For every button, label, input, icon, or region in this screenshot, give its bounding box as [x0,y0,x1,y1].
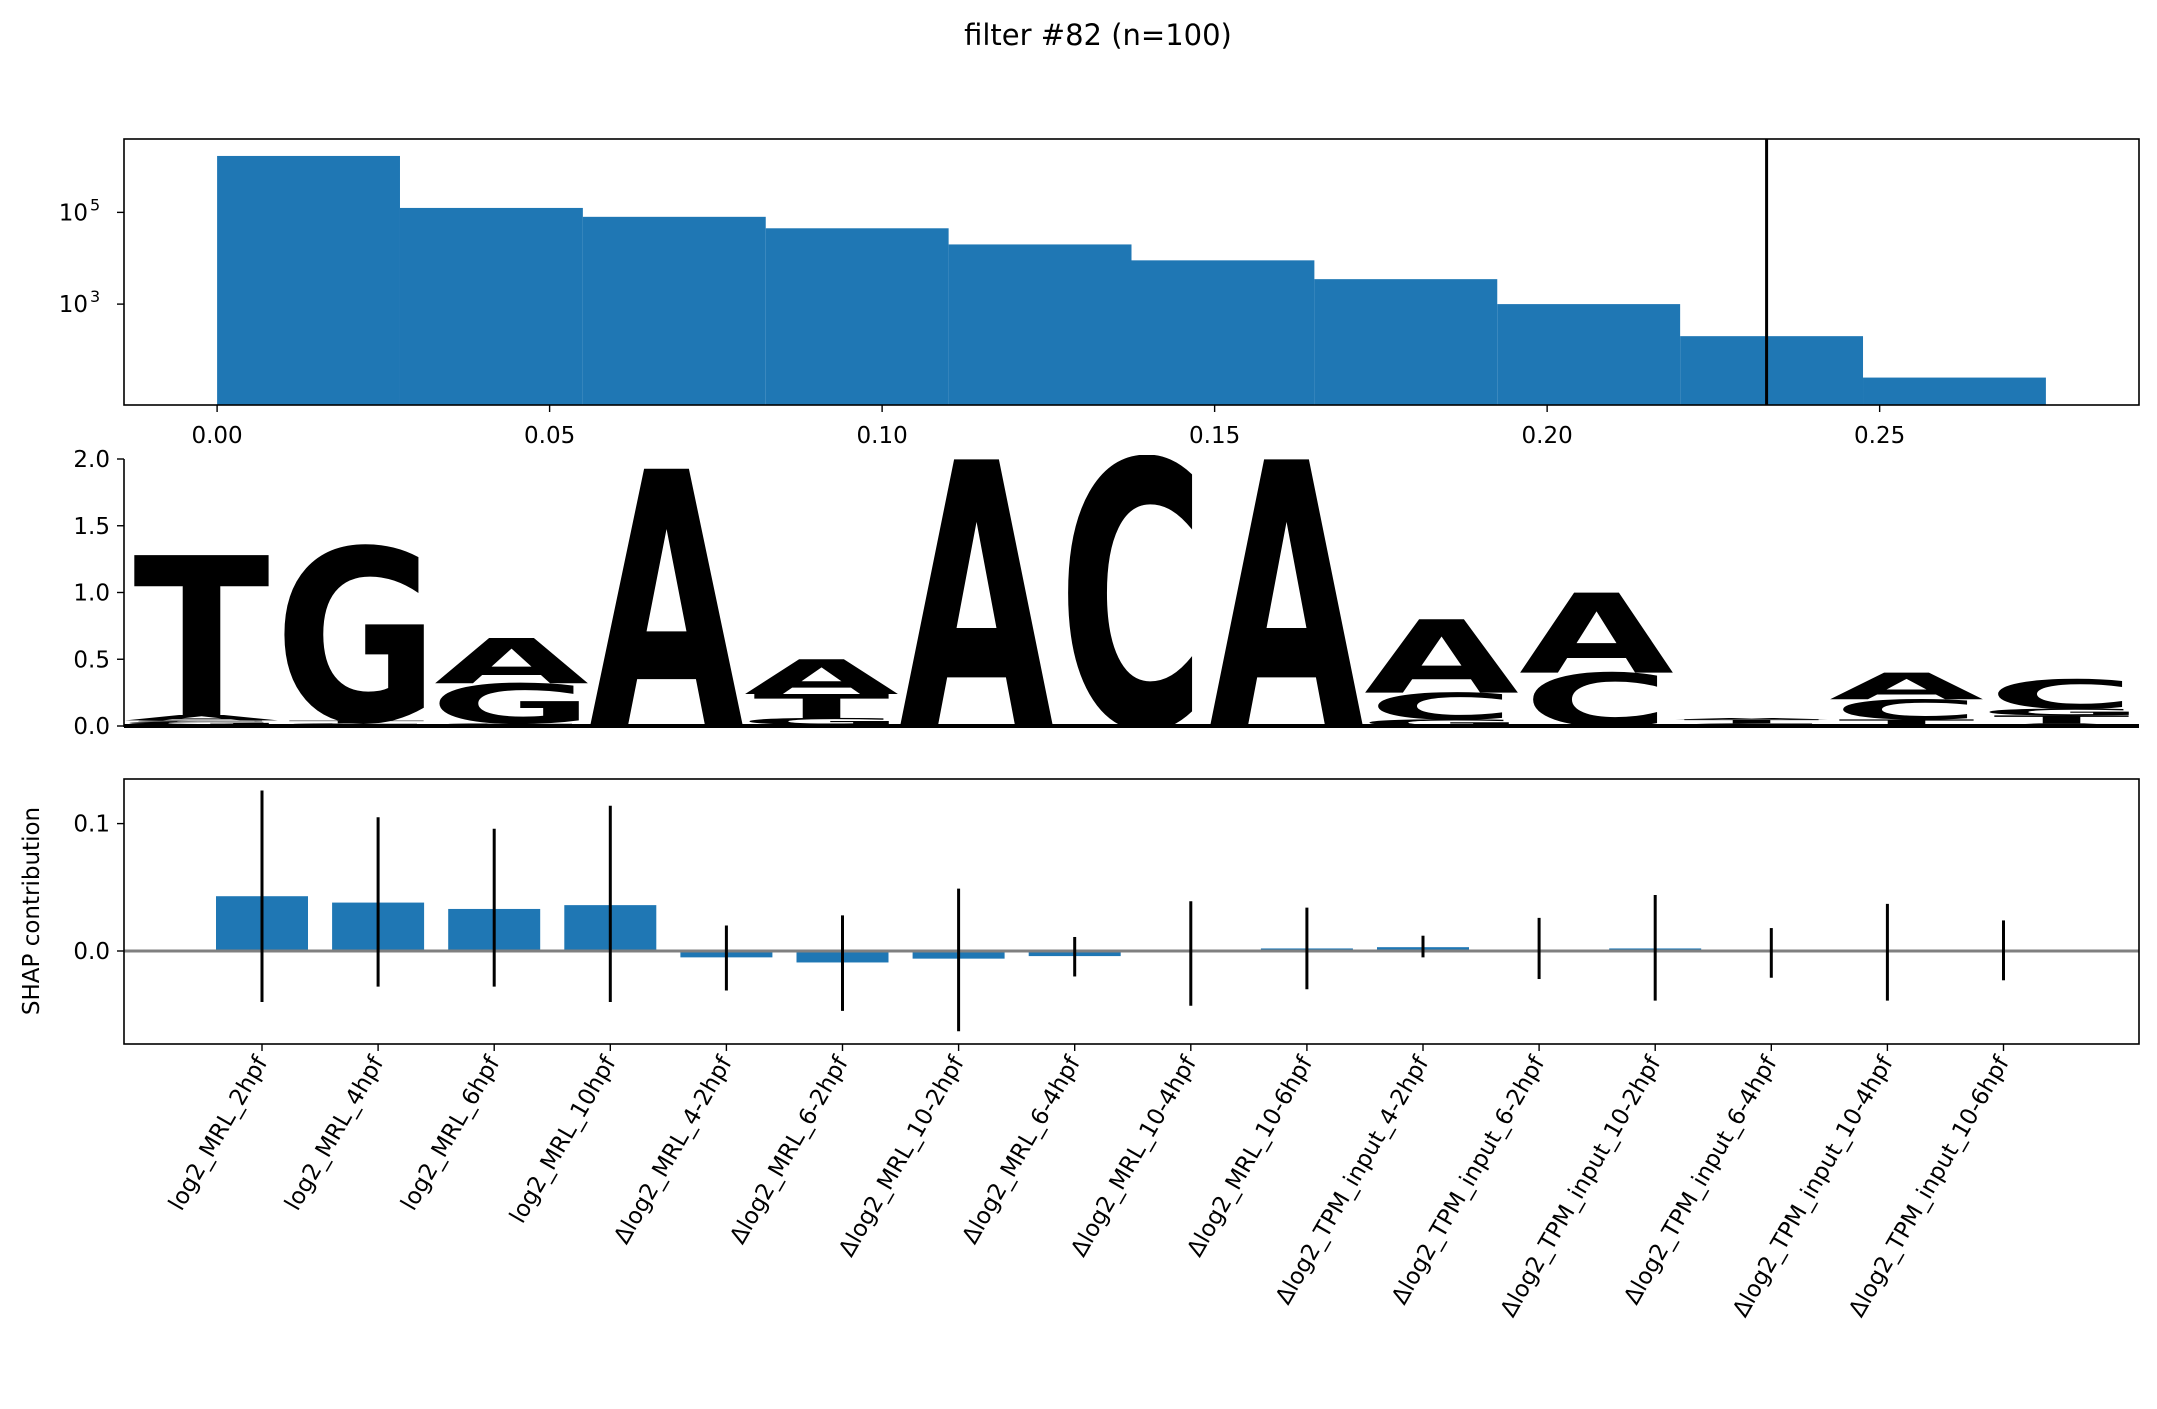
logo-letter-A: A [744,650,899,705]
logo-letter-A: A [589,399,745,810]
histogram-bar [217,155,400,405]
x-category-label: Δlog2_MRL_10-6hpf [1182,1051,1318,1261]
histogram-bar [948,244,1132,405]
logo-letter-A: A [1209,386,1365,813]
logo-letter-T: T [288,720,424,724]
x-category-label: Δlog2_MRL_6-4hpf [957,1051,1086,1248]
y-tick-exponent: 5 [90,195,100,214]
y-tick-label: 0.0 [73,939,110,965]
logo-letter-C: C [1833,694,1980,726]
x-category-label: Δlog2_MRL_10-2hpf [834,1051,970,1261]
logo-letter-T: T [133,512,269,767]
logo-letter-T: T [1838,718,1974,729]
logo-letter-G: G [119,721,283,725]
histogram-bars [217,155,2046,405]
y-tick-label: 1.5 [73,514,110,540]
y-tick-label: 0.0 [73,714,110,740]
y-tick-exponent: 3 [90,287,100,306]
histogram-bar [1497,304,1681,405]
sequence-logo-panel: TGCATACTGTCGAACGTAACAGCACACTATCAATGC 0.0… [73,386,2143,813]
histogram-bar [1131,260,1315,405]
logo-letter-C: C [128,720,275,722]
shap-y-ticks: 0.0 0.1 [73,812,124,965]
x-tick-label: 0.10 [857,423,908,449]
logo-letter-G: G [739,716,903,727]
figure-title: filter #82 (n=100) [964,18,1232,52]
logo-letter-A: A [124,714,279,722]
histogram-bar [1863,377,2046,405]
shap-frame [123,778,2140,1045]
logo-letter-T: T [753,687,889,725]
logo-letters: TGCATACTGTCGAACGTAACAGCACACTATCAATGC [119,386,2143,813]
shap-y-label: SHAP contribution [19,807,45,1015]
y-tick-label: 2.0 [73,447,110,473]
logo-y-ticks: 0.0 0.5 1.0 1.5 2.0 [73,447,124,740]
histogram-bar [1680,336,1864,405]
y-tick-label: 0.1 [73,812,110,838]
logo-letter-A: A [899,386,1055,813]
y-tick-label: 10 [59,292,88,318]
logo-letter-A: A [1364,600,1519,717]
shap-bars [216,896,2050,963]
logo-letter-C: C [1368,685,1515,728]
x-tick-label: 0.15 [1189,423,1240,449]
shap-x-ticks: log2_MRL_2hpf log2_MRL_4hpf log2_MRL_6hpf l… [164,1044,2015,1322]
logo-letter-A: A [434,626,589,698]
y-tick-label: 0.5 [73,647,110,673]
y-tick-label: 1.0 [73,581,110,607]
logo-letter-C: C [1523,658,1670,743]
x-tick-label: 0.05 [524,423,575,449]
logo-letter-T: T [1683,718,1819,724]
x-category-label: log2_MRL_10hpf [505,1051,622,1227]
logo-letter-A: A [1519,571,1674,699]
x-category-label: Δlog2_MRL_4-2hpf [609,1051,738,1248]
logo-letter-C: C [1988,671,2135,718]
shap-error-bars [260,790,2005,1032]
x-tick-label: 0.20 [1522,423,1573,449]
shap-panel: 0.00.1 log2_MRL_2hpf log2_MRL_4hpf log2_MR… [19,778,2140,1322]
logo-letter-G: G [1979,707,2143,718]
logo-letter-A: A [1674,718,1829,720]
x-category-label: log2_MRL_6hpf [396,1051,506,1215]
logo-letter-G: G [429,672,593,736]
x-category-label: log2_MRL_4hpf [280,1051,390,1215]
logo-letter-C: C [1058,386,1205,813]
histogram-frame [123,138,2140,406]
histogram-bar [582,216,766,405]
x-tick-label: 0.00 [191,423,242,449]
histogram-x-ticks: 0.00 0.05 0.10 0.15 0.20 0.25 [191,405,1905,449]
x-category-label: log2_MRL_2hpf [164,1051,274,1215]
histogram-bar [765,228,949,405]
logo-letter-G: G [1359,718,1523,729]
logo-letter-T: T [1993,713,2129,726]
x-category-label: Δlog2_MRL_6-2hpf [725,1051,854,1248]
y-tick-label: 10 [59,200,88,226]
histogram-bar [399,207,583,405]
histogram-bar [1314,279,1498,405]
x-category-label: Δlog2_MRL_10-4hpf [1066,1051,1202,1261]
logo-letter-A: A [1829,665,1984,708]
logo-letter-G: G [274,500,438,777]
x-tick-label: 0.25 [1854,423,1905,449]
